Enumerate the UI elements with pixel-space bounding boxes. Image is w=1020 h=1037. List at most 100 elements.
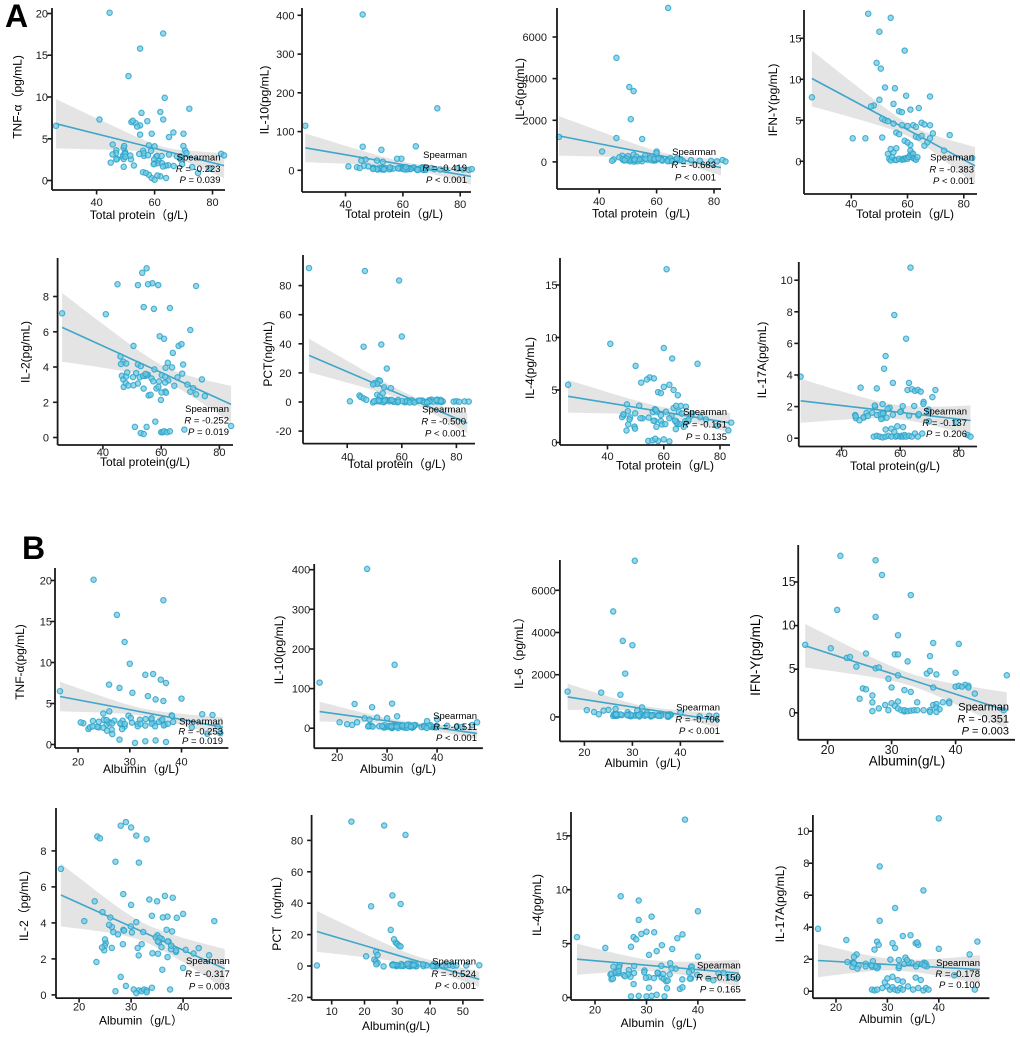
- svg-text:Spearman: Spearman: [936, 958, 980, 969]
- svg-text:IL-10(pg/mL): IL-10(pg/mL): [258, 66, 272, 135]
- svg-text:IFN-Y(pg/mL): IFN-Y(pg/mL): [766, 64, 780, 137]
- svg-text:10: 10: [789, 74, 801, 86]
- svg-text:20: 20: [40, 576, 52, 588]
- svg-text:40: 40: [949, 743, 963, 757]
- svg-text:30: 30: [881, 1002, 893, 1014]
- svg-text:Total protein（g/L): Total protein（g/L): [90, 208, 188, 222]
- svg-text:60: 60: [650, 196, 662, 208]
- svg-text:Total protein（g/L): Total protein（g/L): [856, 207, 954, 221]
- svg-text:Spearman: Spearman: [923, 407, 967, 418]
- svg-text:B: B: [22, 530, 45, 566]
- svg-text:Spearman: Spearman: [697, 961, 741, 972]
- svg-text:8: 8: [787, 307, 793, 319]
- svg-text:20: 20: [279, 368, 291, 380]
- svg-text:R = -0.706: R = -0.706: [675, 714, 720, 725]
- svg-text:IL-17A(pg/mL): IL-17A(pg/mL): [755, 322, 769, 399]
- svg-text:40: 40: [674, 747, 686, 759]
- svg-text:8: 8: [40, 846, 46, 858]
- svg-text:20: 20: [358, 1006, 370, 1018]
- svg-text:20: 20: [830, 1002, 842, 1014]
- svg-text:IL-17A(pg/mL): IL-17A(pg/mL): [773, 866, 787, 943]
- svg-text:60: 60: [894, 448, 906, 460]
- svg-text:10: 10: [545, 333, 557, 345]
- svg-text:5: 5: [789, 662, 796, 676]
- svg-text:P = 0.003: P = 0.003: [962, 725, 1009, 737]
- svg-text:R = -0.419: R = -0.419: [422, 163, 467, 174]
- svg-text:Spearman: Spearman: [676, 703, 720, 714]
- svg-text:R = -0.524: R = -0.524: [431, 969, 476, 980]
- svg-text:0: 0: [551, 438, 557, 450]
- svg-text:Spearman: Spearman: [423, 150, 467, 161]
- svg-text:200: 200: [292, 644, 310, 656]
- svg-text:R = -0.683: R = -0.683: [671, 160, 716, 171]
- svg-text:IL-10(pg/mL): IL-10(pg/mL): [272, 616, 286, 685]
- svg-text:P = 0.039: P = 0.039: [180, 175, 221, 186]
- svg-text:Total protein（g/L): Total protein（g/L): [616, 459, 714, 473]
- svg-text:400: 400: [292, 565, 310, 577]
- svg-text:IL-2（pg/mL): IL-2（pg/mL): [17, 871, 31, 941]
- svg-text:-20: -20: [287, 992, 303, 1004]
- svg-text:4: 4: [40, 918, 46, 930]
- svg-text:TNF-α(pg/mL): TNF-α(pg/mL): [13, 624, 27, 700]
- svg-text:30: 30: [640, 1005, 652, 1017]
- svg-text:0: 0: [297, 961, 303, 973]
- svg-text:P < 0.001: P < 0.001: [426, 175, 467, 186]
- svg-text:10: 10: [40, 658, 52, 670]
- svg-text:50: 50: [457, 1006, 469, 1018]
- svg-text:0: 0: [46, 740, 52, 752]
- svg-text:40: 40: [933, 1002, 945, 1014]
- svg-text:100: 100: [276, 127, 294, 139]
- svg-text:P < 0.001: P < 0.001: [933, 176, 974, 187]
- svg-text:4: 4: [43, 362, 49, 374]
- svg-text:R = -0.252: R = -0.252: [184, 415, 229, 426]
- svg-text:Spearman: Spearman: [422, 404, 466, 415]
- svg-text:60: 60: [148, 197, 160, 209]
- svg-text:80: 80: [714, 451, 726, 463]
- svg-text:0: 0: [40, 990, 46, 1002]
- svg-text:PCT（ng/mL）: PCT（ng/mL）: [270, 869, 284, 950]
- svg-text:40: 40: [341, 452, 353, 464]
- svg-text:Total protein(g/L): Total protein(g/L): [100, 455, 190, 469]
- svg-text:2: 2: [803, 954, 809, 966]
- svg-text:80: 80: [213, 447, 225, 459]
- svg-text:P = 0.206: P = 0.206: [926, 429, 967, 440]
- svg-text:P = 0.165: P = 0.165: [700, 984, 741, 995]
- svg-text:0: 0: [789, 706, 796, 720]
- svg-text:5: 5: [42, 134, 48, 146]
- svg-text:30: 30: [381, 752, 393, 764]
- svg-text:40: 40: [845, 199, 857, 211]
- svg-text:R = -0.500: R = -0.500: [421, 417, 466, 428]
- svg-text:400: 400: [276, 10, 294, 22]
- svg-text:80: 80: [450, 452, 462, 464]
- svg-text:40: 40: [835, 448, 847, 460]
- svg-text:R = -0.161: R = -0.161: [682, 420, 727, 431]
- svg-text:10: 10: [326, 1006, 338, 1018]
- svg-text:5: 5: [795, 115, 801, 127]
- svg-text:15: 15: [36, 50, 48, 62]
- svg-text:2: 2: [43, 397, 49, 409]
- svg-text:60: 60: [901, 199, 913, 211]
- svg-text:2000: 2000: [523, 115, 547, 127]
- svg-text:6: 6: [803, 890, 809, 902]
- svg-text:4000: 4000: [523, 74, 547, 86]
- svg-text:30: 30: [626, 747, 638, 759]
- svg-text:30: 30: [391, 1006, 403, 1018]
- svg-text:IFN-Y(pg/mL): IFN-Y(pg/mL): [748, 614, 763, 696]
- svg-text:4: 4: [803, 922, 809, 934]
- svg-text:IL-2(pg/mL): IL-2(pg/mL): [19, 321, 33, 383]
- svg-text:0: 0: [43, 433, 49, 445]
- svg-text:60: 60: [155, 447, 167, 459]
- svg-text:8: 8: [43, 292, 49, 304]
- svg-text:4000: 4000: [531, 628, 555, 640]
- svg-text:2: 2: [40, 954, 46, 966]
- svg-text:20: 20: [578, 747, 590, 759]
- svg-text:40: 40: [424, 1006, 436, 1018]
- svg-text:8: 8: [803, 858, 809, 870]
- svg-text:P = 0.019: P = 0.019: [188, 427, 229, 438]
- svg-text:60: 60: [397, 199, 409, 211]
- svg-text:P < 0.001: P < 0.001: [436, 733, 477, 744]
- svg-text:Albumin（g/L): Albumin（g/L): [360, 762, 436, 776]
- svg-text:Albumin（g/L): Albumin（g/L): [605, 756, 681, 770]
- svg-text:2000: 2000: [531, 670, 555, 682]
- svg-text:R = -0.317: R = -0.317: [185, 969, 230, 980]
